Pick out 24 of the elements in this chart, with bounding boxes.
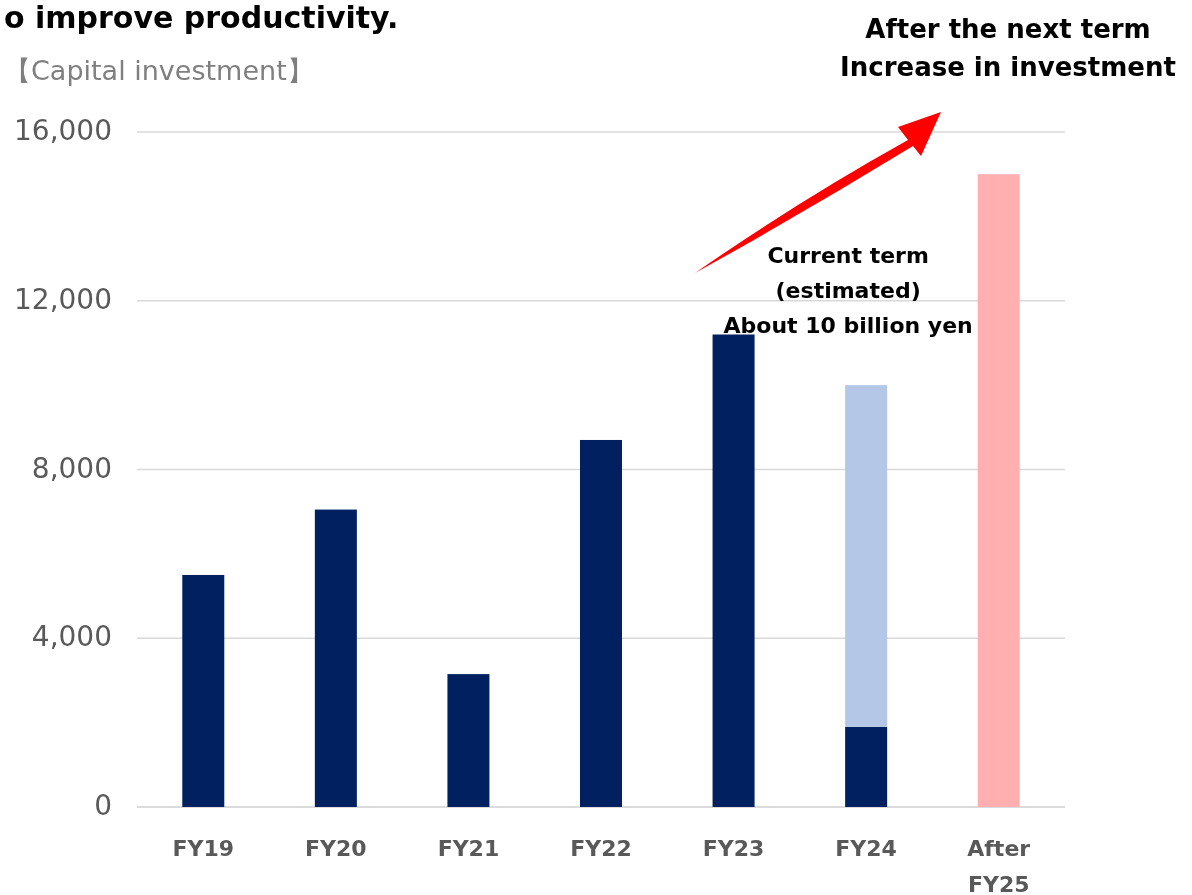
x-tick-label: FY19	[172, 836, 235, 861]
bar	[314, 509, 357, 807]
y-axis-title: 【Capital investment】	[4, 54, 314, 86]
bar	[845, 726, 888, 807]
annotation: Current term (estimated) About 10 billion yen	[723, 243, 973, 339]
bar	[580, 439, 622, 807]
y-tick-label: 0	[94, 789, 112, 822]
bar	[182, 574, 225, 807]
bar	[845, 385, 888, 727]
y-tick-label: 4,000	[31, 620, 112, 654]
y-tick-label: 16,000	[14, 114, 112, 147]
x-tick-label: FY21	[437, 836, 500, 861]
bar	[447, 674, 490, 807]
y-tick-label: 12,000	[14, 282, 112, 316]
bar	[977, 174, 1020, 807]
x-tick-label: FY22	[570, 836, 632, 861]
chart-title: o improve productivity.	[4, 0, 399, 35]
x-tick-label: FY23	[702, 836, 765, 861]
y-tick-label: 8,000	[31, 451, 112, 485]
text: After the next term Increase in investment	[840, 13, 1176, 82]
x-tick-label: FY20	[305, 836, 367, 861]
x-tick-label: After FY25	[967, 836, 1031, 895]
bar	[712, 334, 755, 807]
x-tick-label: FY24	[835, 836, 897, 861]
